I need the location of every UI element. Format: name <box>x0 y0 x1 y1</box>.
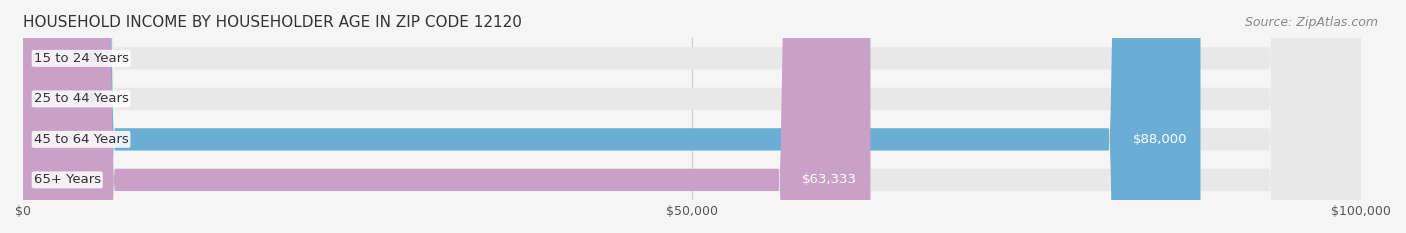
Text: 15 to 24 Years: 15 to 24 Years <box>34 52 129 65</box>
FancyBboxPatch shape <box>22 0 1361 233</box>
Text: 25 to 44 Years: 25 to 44 Years <box>34 92 128 105</box>
FancyBboxPatch shape <box>21 0 79 233</box>
FancyBboxPatch shape <box>22 0 1361 233</box>
Text: HOUSEHOLD INCOME BY HOUSEHOLDER AGE IN ZIP CODE 12120: HOUSEHOLD INCOME BY HOUSEHOLDER AGE IN Z… <box>22 15 522 30</box>
FancyBboxPatch shape <box>22 0 1201 233</box>
Text: $0: $0 <box>87 92 104 105</box>
Text: 65+ Years: 65+ Years <box>34 173 101 186</box>
Text: $0: $0 <box>87 52 104 65</box>
Text: 45 to 64 Years: 45 to 64 Years <box>34 133 128 146</box>
Text: $63,333: $63,333 <box>801 173 858 186</box>
Text: Source: ZipAtlas.com: Source: ZipAtlas.com <box>1244 16 1378 29</box>
FancyBboxPatch shape <box>22 0 1361 233</box>
FancyBboxPatch shape <box>22 0 1361 233</box>
FancyBboxPatch shape <box>22 0 870 233</box>
Text: $88,000: $88,000 <box>1133 133 1187 146</box>
FancyBboxPatch shape <box>21 0 79 233</box>
